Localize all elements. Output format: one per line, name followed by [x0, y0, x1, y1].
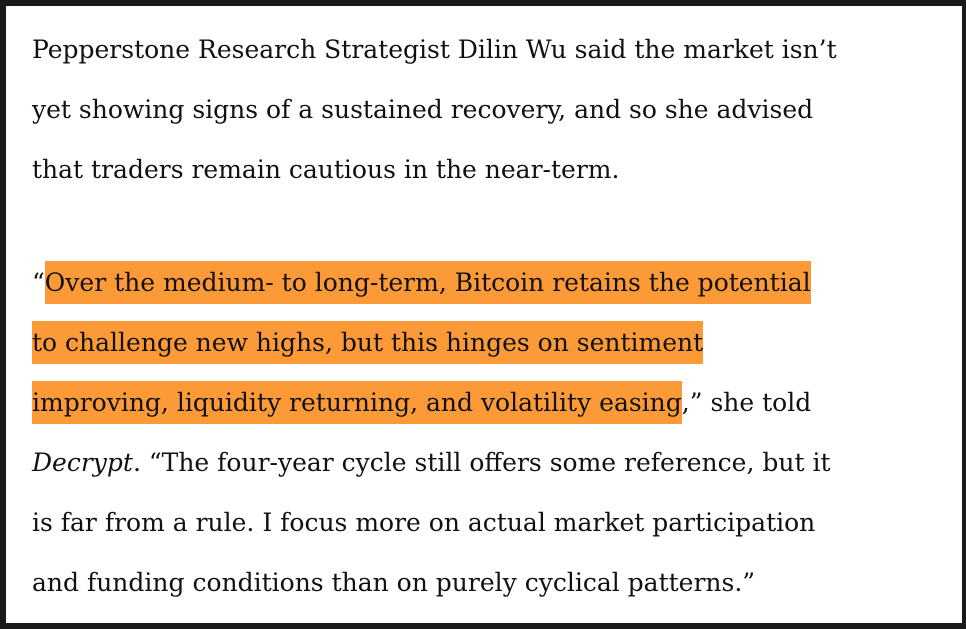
- text-line: and funding conditions than on purely cy…: [32, 568, 756, 597]
- text-line: improving, liquidity returning, and vola…: [32, 373, 942, 433]
- text-line: Pepperstone Research Strategist Dilin Wu…: [32, 35, 837, 64]
- paragraph-2-quote: “Over the medium- to long-term, Bitcoin …: [32, 253, 942, 613]
- highlighted-text: Over the medium- to long-term, Bitcoin r…: [44, 261, 811, 304]
- text-line: to challenge new highs, but this hinges …: [32, 313, 942, 373]
- text-line: Decrypt. “The four-year cycle still offe…: [32, 433, 942, 493]
- text-line: yet showing signs of a sustained recover…: [32, 95, 814, 124]
- article-body: Pepperstone Research Strategist Dilin Wu…: [32, 20, 942, 613]
- quote-text: . “The four-year cycle still offers some…: [132, 448, 831, 477]
- paragraph-1: Pepperstone Research Strategist Dilin Wu…: [32, 20, 942, 200]
- attribution-text: ,” she told: [681, 388, 812, 417]
- highlighted-text: improving, liquidity returning, and vola…: [32, 381, 682, 424]
- text-line: “Over the medium- to long-term, Bitcoin …: [32, 253, 942, 313]
- publication-name: Decrypt: [32, 448, 133, 477]
- text-line: that traders remain cautious in the near…: [32, 155, 620, 184]
- highlighted-text: to challenge new highs, but this hinges …: [32, 321, 704, 364]
- open-quote: “: [32, 268, 45, 297]
- text-line: is far from a rule. I focus more on actu…: [32, 508, 816, 537]
